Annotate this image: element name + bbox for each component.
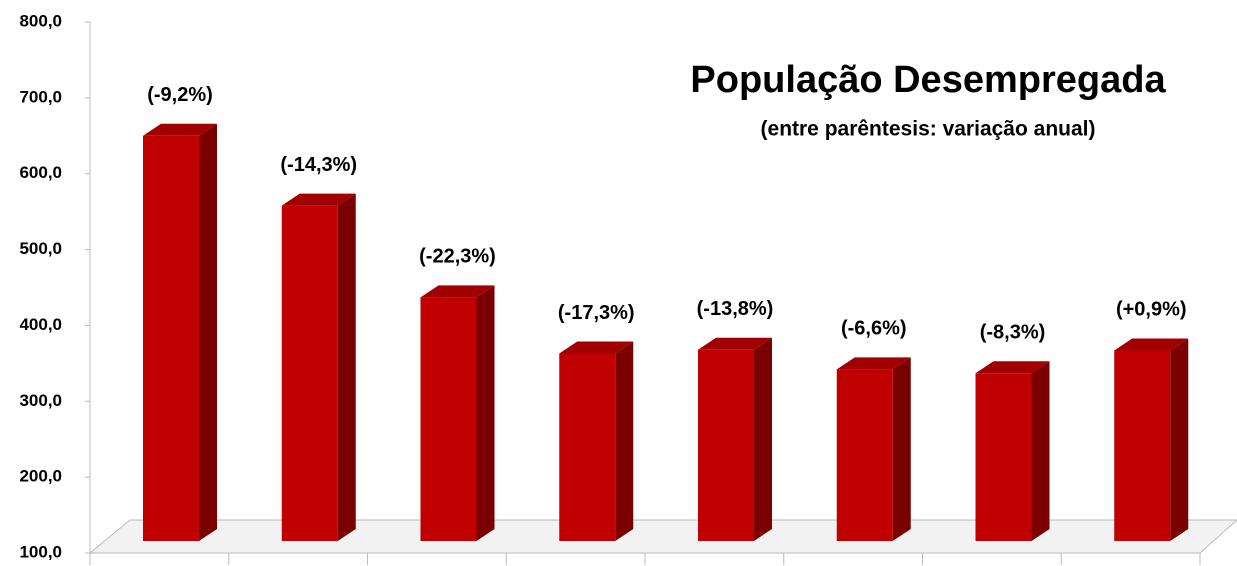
bar-top — [143, 123, 217, 136]
floor — [88, 519, 1237, 554]
bar-side — [615, 341, 634, 541]
bar — [143, 123, 217, 542]
bar — [1114, 338, 1189, 541]
bar-front — [281, 205, 338, 541]
bar-front — [836, 369, 893, 541]
bar-top — [1114, 338, 1189, 351]
y-tick-label: 200,0 — [19, 467, 62, 486]
bar-annotation: (-14,3%) — [280, 154, 357, 176]
bar-top — [836, 357, 911, 370]
bar-front — [420, 297, 477, 541]
bar — [836, 357, 911, 541]
bar-annotation: (-6,6%) — [841, 318, 907, 340]
bar-side — [337, 193, 356, 541]
bar — [698, 337, 772, 541]
chart-subtitle: (entre parêntesis: variação anual) — [761, 118, 1096, 141]
bar-annotation: (-13,8%) — [697, 298, 774, 320]
y-tick-label: 400,0 — [19, 315, 62, 334]
bar — [975, 361, 1050, 541]
y-tick-label: 700,0 — [19, 87, 62, 106]
bar-side — [754, 337, 772, 541]
bar-annotation: (-22,3%) — [419, 246, 496, 268]
bar-front — [1114, 350, 1171, 541]
bar — [559, 341, 634, 541]
bar-side — [892, 357, 911, 541]
y-tick-label: 600,0 — [19, 163, 62, 182]
bar-top — [698, 337, 772, 350]
y-tick-label: 300,0 — [19, 391, 62, 410]
bar-annotation: (-8,3%) — [980, 321, 1046, 343]
bar — [281, 193, 356, 541]
bar-side — [476, 285, 495, 541]
y-tick-label: 500,0 — [19, 239, 62, 258]
bar-annotation: (-9,2%) — [147, 84, 213, 106]
bar-front — [975, 373, 1032, 541]
bar-annotation: (+0,9%) — [1116, 299, 1187, 321]
bar-side — [199, 123, 217, 542]
bar-annotation: (-17,3%) — [558, 302, 635, 324]
chart-title: População Desempregada — [690, 59, 1166, 101]
bar-front — [698, 349, 754, 541]
bar-side — [1170, 338, 1189, 541]
y-tick-label: 800,0 — [19, 11, 62, 30]
bar — [420, 285, 495, 541]
bar-top — [281, 193, 356, 206]
bar-top — [420, 285, 495, 298]
bar-top — [559, 341, 634, 354]
y-tick-label: 100,0 — [19, 542, 62, 561]
bar-side — [1031, 361, 1050, 541]
bar-top — [975, 361, 1050, 374]
bar-front — [559, 353, 616, 541]
bar-front — [143, 135, 199, 542]
